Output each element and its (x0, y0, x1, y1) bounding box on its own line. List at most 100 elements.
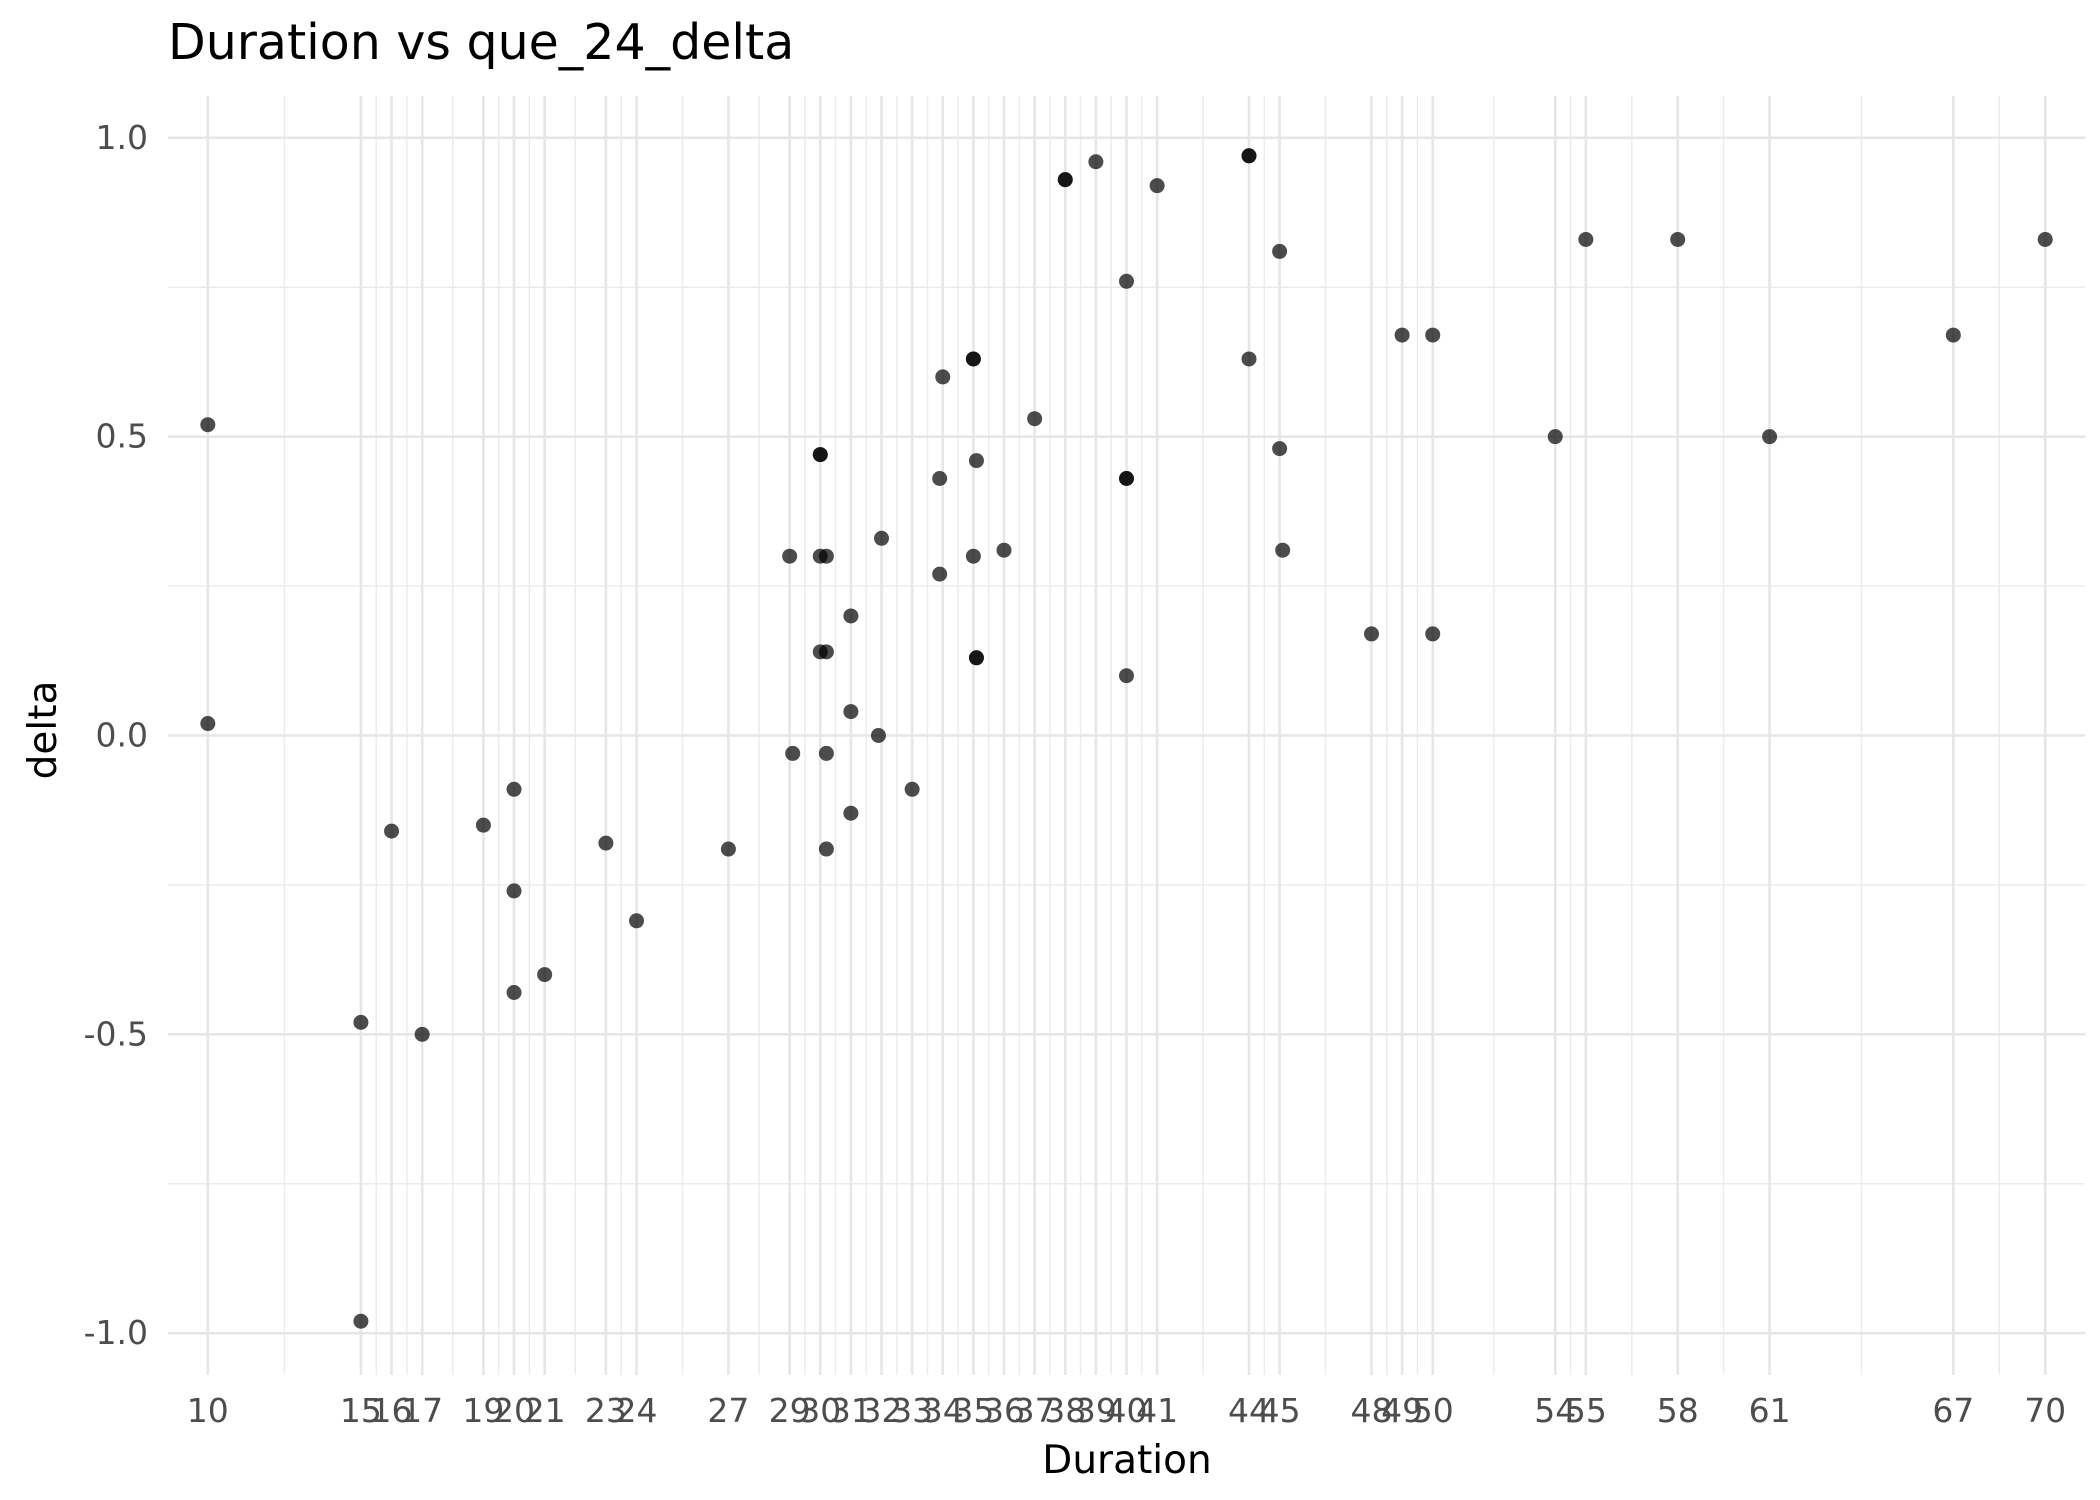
x-tick-label: 27 (707, 1391, 749, 1430)
x-tick-label: 24 (616, 1391, 658, 1430)
x-tick-label: 36 (983, 1391, 1025, 1430)
data-point (506, 883, 522, 899)
x-tick-label: 19 (462, 1391, 504, 1430)
data-point (965, 548, 981, 564)
y-tick-label: -1.0 (84, 1313, 148, 1352)
data-point (935, 369, 951, 385)
data-point (932, 566, 948, 582)
data-point (537, 967, 553, 983)
data-point (843, 608, 859, 624)
data-point (200, 417, 216, 433)
data-point (818, 644, 834, 660)
data-point (1272, 441, 1288, 457)
data-point (1149, 178, 1165, 194)
data-point (475, 817, 491, 833)
x-tick-label: 30 (799, 1391, 841, 1430)
data-point (506, 984, 522, 1000)
major-gridlines (168, 96, 2085, 1375)
x-tick-label: 50 (1412, 1391, 1454, 1430)
x-tick-label: 29 (769, 1391, 811, 1430)
data-point (818, 745, 834, 761)
data-point (1275, 542, 1291, 558)
data-point (414, 1026, 430, 1042)
data-point (818, 548, 834, 564)
x-tick-label: 34 (922, 1391, 964, 1430)
data-point (1670, 231, 1686, 247)
x-tick-label: 23 (585, 1391, 627, 1430)
data-point (1425, 626, 1441, 642)
data-point (720, 841, 736, 857)
x-tick-label: 61 (1749, 1391, 1791, 1430)
x-tick-label: 37 (1014, 1391, 1056, 1430)
data-point (1578, 231, 1594, 247)
data-point (968, 453, 984, 469)
data-point (1119, 273, 1134, 289)
data-point (843, 805, 859, 821)
data-point (384, 823, 400, 839)
data-point (904, 781, 920, 797)
data-point (782, 548, 798, 564)
x-tick-label: 40 (1106, 1391, 1148, 1430)
data-point (1425, 327, 1441, 343)
data-point (870, 728, 886, 743)
data-point (353, 1014, 369, 1030)
data-point (1027, 411, 1043, 427)
data-point (1945, 327, 1961, 343)
y-tick-label: 0.5 (96, 417, 148, 456)
data-point (1762, 429, 1778, 445)
data-point (996, 542, 1012, 558)
data-point (968, 650, 984, 666)
x-tick-label: 49 (1381, 1391, 1423, 1430)
data-point (1241, 351, 1257, 367)
y-tick-label: 0.0 (96, 716, 148, 755)
x-tick-label: 45 (1259, 1391, 1301, 1430)
data-point (629, 913, 645, 929)
x-tick-label: 39 (1075, 1391, 1117, 1430)
x-tick-label: 48 (1350, 1391, 1392, 1430)
chart-title: Duration vs que_24_delta (168, 14, 795, 71)
x-tick-label: 15 (340, 1391, 382, 1430)
data-point (353, 1313, 369, 1329)
x-tick-label: 44 (1228, 1391, 1270, 1430)
x-tick-label: 31 (830, 1391, 872, 1430)
x-tick-label: 54 (1534, 1391, 1576, 1430)
x-tick-label: 17 (401, 1391, 443, 1430)
data-point (818, 841, 834, 857)
x-tick-label: 20 (493, 1391, 535, 1430)
x-tick-label: 70 (2024, 1391, 2066, 1430)
data-points (200, 148, 2053, 1329)
data-point (965, 351, 981, 367)
x-tick-label: 16 (371, 1391, 413, 1430)
data-point (506, 781, 522, 797)
data-point (874, 530, 890, 546)
data-point (2037, 231, 2053, 247)
data-point (812, 447, 828, 463)
x-tick-label: 58 (1657, 1391, 1699, 1430)
y-tick-label: 1.0 (96, 118, 148, 157)
y-axis-tick-labels: -1.0 -0.5 0.0 0.5 1.0 (84, 118, 148, 1352)
data-point (1241, 148, 1257, 164)
data-point (1119, 668, 1134, 684)
data-point (1119, 471, 1134, 487)
data-point (1057, 172, 1073, 188)
x-tick-label: 10 (187, 1391, 229, 1430)
data-point (1394, 327, 1410, 343)
data-point (1547, 429, 1563, 445)
data-point (785, 745, 801, 761)
data-point (843, 704, 859, 720)
data-point (1363, 626, 1379, 642)
x-tick-label: 32 (861, 1391, 903, 1430)
y-tick-label: -0.5 (84, 1014, 148, 1053)
data-point (1088, 154, 1104, 170)
data-point (1272, 243, 1288, 259)
x-tick-label: 33 (891, 1391, 933, 1430)
x-tick-label: 35 (952, 1391, 994, 1430)
x-axis-title: Duration (1042, 1438, 1211, 1483)
x-tick-label: 55 (1565, 1391, 1607, 1430)
data-point (932, 471, 948, 487)
x-tick-label: 67 (1932, 1391, 1974, 1430)
x-tick-label: 38 (1044, 1391, 1086, 1430)
data-point (598, 835, 614, 851)
